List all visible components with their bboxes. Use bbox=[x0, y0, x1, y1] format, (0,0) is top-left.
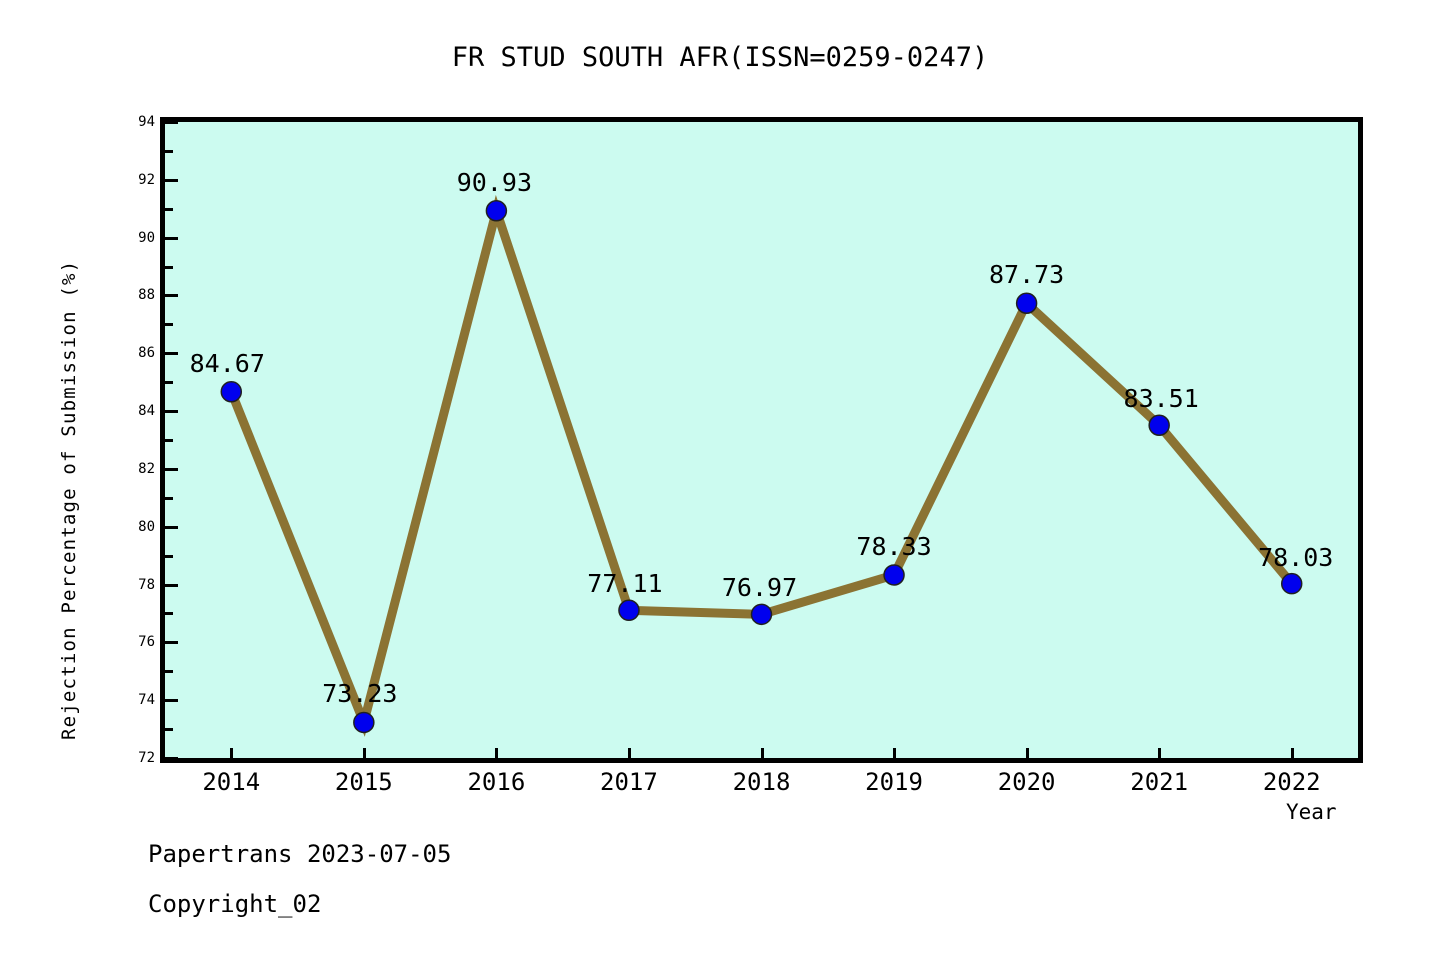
y-tick-minor bbox=[160, 265, 173, 269]
y-tick-major bbox=[160, 583, 178, 587]
y-tick-minor bbox=[160, 323, 173, 327]
x-tick-major bbox=[230, 748, 234, 763]
data-point-marker[interactable] bbox=[485, 200, 508, 222]
y-tick-major bbox=[160, 699, 178, 703]
y-tick-label: 78 bbox=[138, 576, 155, 593]
y-tick-minor bbox=[160, 670, 173, 674]
data-point-value-label: 87.73 bbox=[988, 260, 1065, 290]
page-title: FR STUD SOUTH AFR(ISSN=0259-0247) bbox=[451, 42, 989, 73]
y-tick-major bbox=[160, 641, 178, 645]
x-tick-label: 2016 bbox=[467, 768, 526, 796]
data-point-value-label: 78.33 bbox=[856, 532, 932, 561]
data-point-value-label: 84.67 bbox=[189, 348, 265, 378]
y-tick-major bbox=[160, 757, 178, 760]
y-tick-major bbox=[160, 525, 178, 529]
x-tick-major bbox=[1290, 748, 1294, 763]
y-tick-label: 92 bbox=[138, 171, 155, 188]
plot-area bbox=[160, 117, 1363, 763]
y-tick-major bbox=[160, 410, 178, 414]
y-tick-label: 88 bbox=[138, 287, 155, 304]
y-tick-major bbox=[160, 467, 178, 471]
y-tick-minor bbox=[160, 207, 173, 211]
footer-source: Papertrans 2023-07-05 bbox=[148, 840, 452, 868]
data-point-marker[interactable] bbox=[618, 599, 640, 622]
x-tick-major bbox=[760, 748, 764, 763]
y-tick-label: 86 bbox=[138, 345, 155, 362]
y-tick-label: 72 bbox=[138, 750, 155, 766]
y-tick-minor bbox=[160, 149, 173, 153]
x-tick-label: 2022 bbox=[1262, 768, 1321, 796]
y-tick-major bbox=[160, 178, 178, 182]
x-tick-label: 2014 bbox=[202, 768, 261, 796]
data-point-value-label: 78.03 bbox=[1258, 542, 1334, 572]
x-tick-major bbox=[893, 748, 897, 763]
y-tick-major bbox=[160, 121, 178, 124]
y-tick-minor bbox=[160, 439, 173, 442]
series-line bbox=[227, 194, 1296, 737]
y-tick-label: 76 bbox=[138, 634, 155, 651]
x-tick-label: 2015 bbox=[334, 768, 393, 796]
x-tick-major bbox=[1158, 748, 1162, 763]
y-tick-major bbox=[160, 294, 178, 298]
x-axis-label: Year bbox=[1286, 800, 1337, 824]
data-point-value-label: 90.93 bbox=[456, 167, 532, 197]
data-point-value-label: 77.11 bbox=[587, 569, 663, 599]
data-point-marker[interactable] bbox=[1015, 292, 1038, 315]
y-tick-label: 80 bbox=[138, 518, 155, 535]
y-tick-minor bbox=[160, 612, 173, 616]
x-tick-major bbox=[362, 748, 366, 763]
data-point-value-label: 76.97 bbox=[721, 573, 798, 603]
y-tick-minor bbox=[160, 554, 173, 558]
line-series bbox=[220, 194, 1303, 737]
y-tick-major bbox=[160, 236, 178, 240]
data-point-marker[interactable] bbox=[220, 380, 243, 403]
data-point-marker[interactable] bbox=[1148, 414, 1170, 437]
x-tick-label: 2019 bbox=[865, 768, 923, 796]
x-tick-major bbox=[1025, 748, 1029, 763]
y-axis-label: Rejection Percentage of Submission (%) bbox=[58, 259, 80, 740]
data-point-marker[interactable] bbox=[1280, 572, 1303, 595]
data-point-marker[interactable] bbox=[750, 603, 773, 626]
plot-inner bbox=[165, 122, 1358, 758]
y-tick-minor bbox=[160, 728, 173, 732]
data-point-value-label: 73.23 bbox=[322, 679, 398, 709]
x-tick-major bbox=[495, 748, 499, 763]
x-tick-label: 2020 bbox=[997, 768, 1056, 796]
y-tick-label: 94 bbox=[138, 114, 155, 130]
data-point-marker[interactable] bbox=[883, 564, 905, 586]
x-tick-major bbox=[627, 748, 631, 763]
footer-copyright: Copyright_02 bbox=[148, 890, 322, 918]
y-tick-label: 84 bbox=[138, 403, 155, 420]
x-tick-label: 2018 bbox=[732, 768, 791, 796]
y-tick-major bbox=[160, 352, 178, 356]
x-tick-label: 2021 bbox=[1130, 768, 1189, 796]
y-tick-minor bbox=[160, 496, 173, 500]
y-tick-minor bbox=[160, 381, 173, 385]
x-tick-label: 2017 bbox=[600, 768, 658, 796]
data-point-value-label: 83.51 bbox=[1123, 384, 1199, 414]
y-tick-label: 90 bbox=[138, 229, 155, 246]
y-tick-label: 82 bbox=[138, 460, 155, 477]
data-point-marker[interactable] bbox=[353, 711, 375, 734]
y-tick-label: 74 bbox=[138, 692, 155, 709]
